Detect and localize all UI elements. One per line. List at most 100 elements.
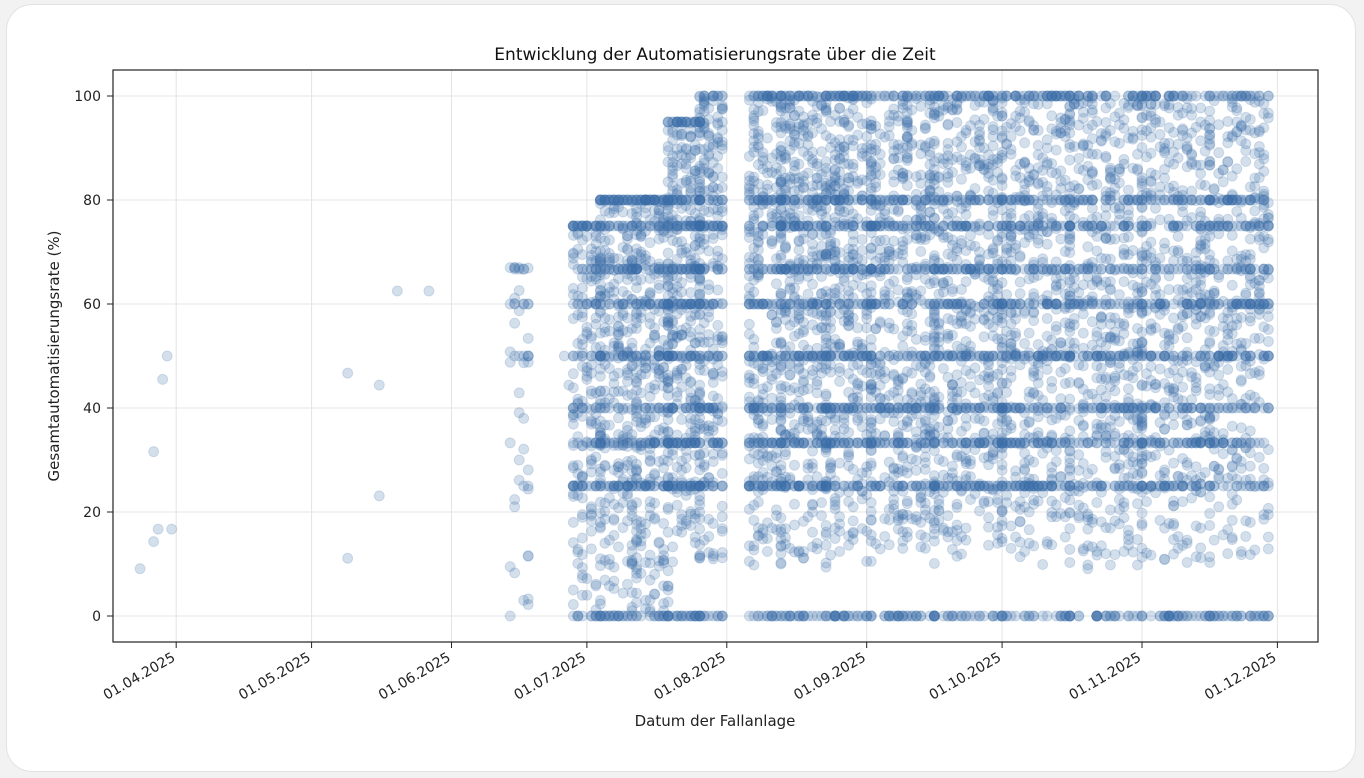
data-point xyxy=(612,610,624,622)
data-point xyxy=(694,448,706,460)
data-point xyxy=(617,587,629,599)
data-point xyxy=(978,392,990,404)
data-point xyxy=(667,444,679,456)
data-point xyxy=(599,610,611,622)
data-point xyxy=(694,194,706,206)
data-point xyxy=(915,263,927,275)
data-point xyxy=(960,412,972,424)
data-point xyxy=(910,610,922,622)
data-point xyxy=(987,283,999,295)
data-point xyxy=(594,298,606,310)
data-point xyxy=(757,220,769,232)
data-point xyxy=(513,350,525,362)
data-point xyxy=(608,514,620,526)
data-point xyxy=(928,437,940,449)
data-point xyxy=(631,536,643,548)
data-point xyxy=(897,298,909,310)
data-point xyxy=(676,413,688,425)
data-point xyxy=(662,156,674,168)
data-point xyxy=(874,220,886,232)
data-point xyxy=(757,366,769,378)
data-point xyxy=(766,392,778,404)
data-point xyxy=(960,276,972,288)
data-point xyxy=(594,350,606,362)
data-point xyxy=(590,238,602,250)
data-point xyxy=(509,292,521,304)
data-point xyxy=(852,322,864,334)
data-point xyxy=(608,286,620,298)
data-point xyxy=(567,220,579,232)
data-point xyxy=(775,480,787,492)
data-point xyxy=(509,262,521,274)
data-point xyxy=(621,263,633,275)
data-point xyxy=(576,440,588,452)
data-point xyxy=(852,129,864,141)
data-point xyxy=(576,569,588,581)
data-point xyxy=(915,245,927,257)
data-point xyxy=(707,402,719,414)
data-point xyxy=(621,488,633,500)
data-point xyxy=(662,194,674,206)
data-point xyxy=(576,480,588,492)
data-point xyxy=(933,317,945,329)
data-point xyxy=(612,340,624,352)
data-point xyxy=(617,222,629,234)
data-point xyxy=(694,495,706,507)
data-point xyxy=(680,322,692,334)
data-point xyxy=(594,298,606,310)
data-point xyxy=(590,480,602,492)
data-point xyxy=(612,328,624,340)
data-point xyxy=(594,350,606,362)
data-point xyxy=(599,505,611,517)
data-point xyxy=(843,530,855,542)
data-point xyxy=(590,270,602,282)
data-point xyxy=(784,384,796,396)
data-point xyxy=(653,610,665,622)
data-point xyxy=(825,437,837,449)
data-point xyxy=(770,316,782,328)
data-point xyxy=(590,610,602,622)
data-point xyxy=(621,194,633,206)
data-point xyxy=(603,419,615,431)
data-point xyxy=(567,480,579,492)
data-point xyxy=(964,229,976,241)
data-point xyxy=(716,370,728,382)
data-point xyxy=(608,194,620,206)
data-point xyxy=(603,325,615,337)
data-point xyxy=(509,494,521,506)
data-point xyxy=(590,255,602,267)
data-point xyxy=(698,220,710,232)
data-point xyxy=(522,350,534,362)
data-point xyxy=(897,249,909,261)
data-point xyxy=(707,182,719,194)
data-point xyxy=(752,269,764,281)
data-point xyxy=(576,307,588,319)
data-point xyxy=(798,181,810,193)
data-point xyxy=(612,458,624,470)
data-point xyxy=(671,116,683,128)
data-point xyxy=(513,262,525,274)
data-point xyxy=(599,344,611,356)
data-point xyxy=(897,480,909,492)
data-point xyxy=(621,350,633,362)
data-point xyxy=(865,610,877,622)
data-point xyxy=(576,347,588,359)
data-point xyxy=(612,326,624,338)
data-point xyxy=(612,194,624,206)
data-point xyxy=(594,263,606,275)
data-point xyxy=(716,449,728,461)
data-point xyxy=(843,437,855,449)
data-point xyxy=(847,463,859,475)
data-point xyxy=(716,511,728,523)
data-point xyxy=(685,175,697,187)
data-point xyxy=(522,480,534,492)
data-point xyxy=(775,288,787,300)
data-point xyxy=(576,480,588,492)
data-point xyxy=(617,194,629,206)
data-point xyxy=(581,220,593,232)
data-point xyxy=(594,477,606,489)
data-point xyxy=(779,263,791,275)
data-point xyxy=(667,402,679,414)
data-point xyxy=(518,350,530,362)
data-point xyxy=(522,332,534,344)
